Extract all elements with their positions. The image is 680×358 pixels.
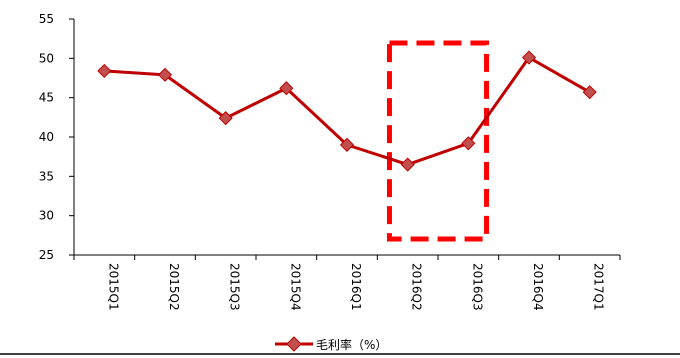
y-tick-label: 40	[39, 130, 54, 144]
y-tick-label: 25	[39, 248, 54, 262]
data-point	[157, 67, 173, 82]
data-point	[582, 85, 597, 100]
x-ticks: 2015Q1 2015Q2 2015Q3 2015Q4 2016Q1 2016Q2 2016…	[73, 255, 621, 311]
x-tick-label: 2016Q4	[531, 263, 545, 311]
y-tick-label: 35	[39, 169, 54, 183]
x-tick-label: 2016Q2	[410, 263, 424, 311]
data-point	[97, 63, 112, 78]
data-point	[400, 157, 415, 172]
x-tick-label: 2016Q1	[349, 263, 363, 311]
legend: 毛利率（%）	[275, 336, 387, 352]
axes	[73, 19, 620, 256]
legend-label: 毛利率（%）	[316, 337, 387, 352]
data-point	[521, 50, 537, 65]
y-tick-label: 50	[39, 51, 54, 65]
x-tick-label: 2016Q3	[470, 263, 484, 311]
x-tick-label: 2015Q1	[106, 263, 120, 311]
x-tick-label: 2015Q2	[167, 263, 181, 311]
y-tick-label: 45	[39, 91, 54, 105]
highlight-box	[386, 40, 490, 242]
legend-marker	[286, 336, 302, 352]
data-point	[279, 81, 294, 96]
data-point	[461, 136, 476, 151]
annotation	[386, 40, 490, 242]
y-tick-label: 55	[39, 12, 54, 26]
data-point	[218, 111, 233, 126]
x-tick-label: 2015Q4	[288, 263, 302, 311]
x-tick-label: 2015Q3	[228, 263, 242, 311]
y-tick-label: 30	[39, 209, 54, 223]
series	[97, 50, 597, 172]
x-tick-label: 2017Q1	[592, 263, 606, 311]
data-point	[339, 137, 355, 152]
y-ticks: 25 30 35 40 45 50 55	[39, 12, 74, 262]
